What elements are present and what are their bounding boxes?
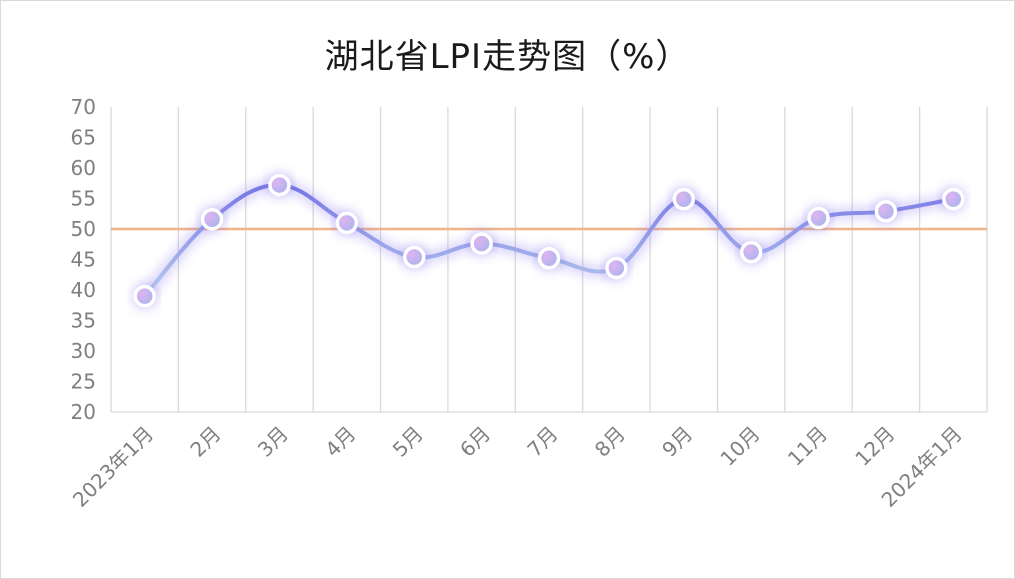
x-tick-label: 7月: [522, 422, 562, 462]
y-tick-labels: 20 25 30 35 40 45 50 55 60 65 70: [71, 95, 96, 424]
y-tick-label: 55: [71, 187, 96, 211]
y-tick-label: 30: [71, 339, 96, 363]
y-tick-label: 20: [71, 400, 96, 424]
series-line-glow: [142, 181, 954, 299]
data-point: [672, 187, 696, 211]
y-tick-label: 35: [71, 309, 96, 333]
data-point: [807, 206, 830, 230]
x-tick-label: 2023年1月: [68, 422, 158, 512]
y-tick-label: 65: [71, 126, 96, 150]
grid-layer: [177, 107, 988, 412]
data-point: [470, 232, 493, 255]
data-point: [268, 173, 291, 197]
y-tick-label: 25: [71, 370, 96, 394]
data-point: [402, 245, 426, 269]
series-layer: [142, 181, 956, 299]
data-point: [133, 284, 156, 308]
y-tick-label: 70: [71, 95, 96, 119]
y-tick-label: 50: [71, 217, 96, 241]
y-tick-label: 60: [71, 156, 96, 180]
x-tick-label: 5月: [388, 422, 428, 462]
data-point: [200, 207, 224, 231]
x-tick-label: 8月: [590, 422, 630, 462]
data-point: [605, 256, 628, 280]
chart-title: 湖北省LPI走势图（%）: [324, 37, 691, 77]
series-line: [142, 183, 956, 299]
data-point: [739, 240, 763, 264]
x-tick-label: 12月: [850, 422, 899, 471]
y-tick-label: 45: [71, 248, 96, 272]
x-tick-label: 4月: [320, 422, 360, 462]
x-tick-label: 11月: [783, 422, 832, 471]
x-tick-label: 6月: [455, 422, 495, 462]
y-tick-label: 40: [71, 278, 96, 302]
data-point: [874, 200, 898, 223]
x-tick-label: 2月: [185, 422, 225, 462]
data-point: [537, 247, 561, 270]
data-point: [335, 211, 359, 235]
x-tick-label: 9月: [657, 422, 697, 462]
x-tick-label: 3月: [253, 422, 293, 462]
axis-layer: [110, 107, 987, 413]
marker-layer: [132, 173, 966, 309]
x-tick-label: 10月: [716, 422, 765, 471]
data-point: [942, 187, 965, 211]
